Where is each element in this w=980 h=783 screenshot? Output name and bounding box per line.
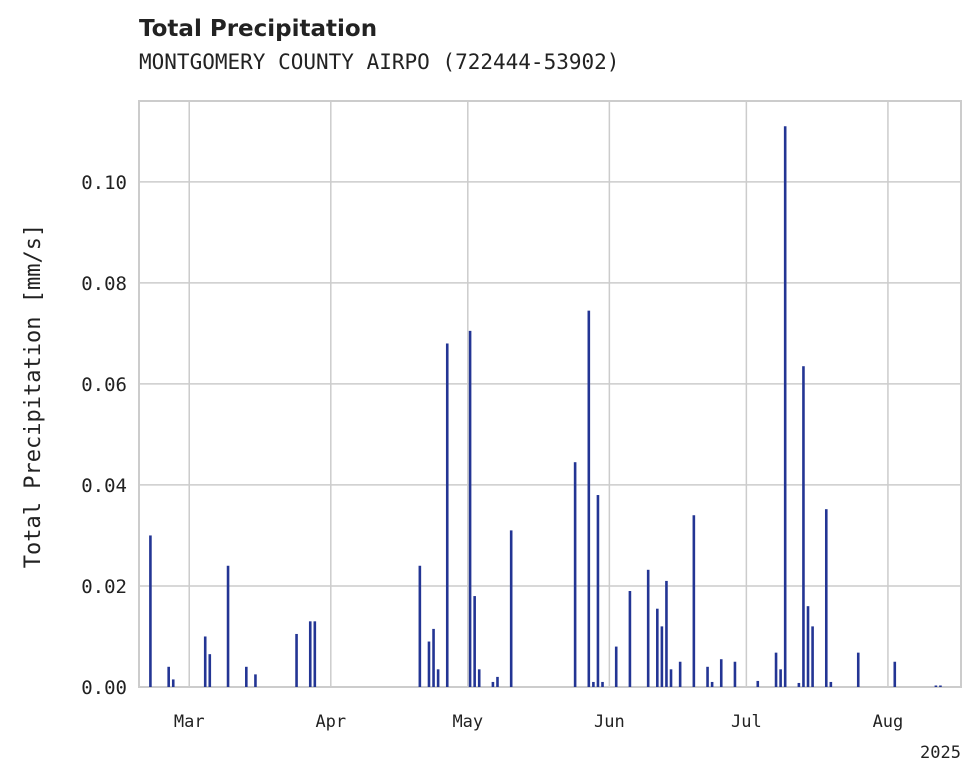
precipitation-bar: [719, 659, 723, 687]
precipitation-bar: [824, 509, 828, 687]
precipitation-bar: [509, 530, 513, 687]
y-tick-label: 0.02: [81, 576, 127, 598]
precipitation-bar: [295, 633, 298, 687]
precipitation-bar: [491, 681, 495, 687]
precipitation-bar: [167, 666, 170, 687]
chart-subtitle: MONTGOMERY COUNTY AIRPO (722444-53902): [139, 50, 620, 74]
precipitation-bar: [829, 681, 833, 687]
precipitation-bar: [939, 685, 942, 687]
precipitation-bar: [436, 669, 440, 687]
precipitation-bar: [756, 680, 760, 687]
precipitation-bar: [432, 628, 435, 687]
precipitation-bar: [656, 608, 659, 687]
precipitation-bar: [601, 681, 604, 687]
x-tick-label: Jul: [731, 712, 762, 732]
precipitation-bar: [592, 681, 595, 687]
precipitation-bar: [245, 666, 248, 687]
precipitation-bar: [468, 330, 472, 687]
x-tick-label: Jun: [594, 712, 625, 732]
precipitation-bar: [806, 606, 810, 687]
bar-series: [149, 126, 942, 688]
precipitation-bar: [614, 646, 618, 687]
precipitation-bar: [774, 652, 778, 687]
y-tick-label: 0.06: [81, 374, 127, 396]
precipitation-bar: [706, 666, 709, 687]
precipitation-bar: [934, 685, 938, 687]
x-tick-label: Mar: [174, 712, 205, 732]
y-tick-label: 0.04: [81, 475, 127, 497]
precipitation-bar: [802, 366, 805, 687]
precipitation-bar: [149, 535, 152, 687]
precipitation-bar: [208, 654, 212, 687]
precipitation-bar: [203, 636, 207, 687]
y-tick-label: 0.10: [81, 172, 127, 194]
precipitation-bar: [573, 462, 577, 687]
y-tick-label: 0.08: [81, 273, 127, 295]
precipitation-bar: [856, 652, 860, 687]
precipitation-bar: [779, 669, 782, 687]
y-axis-ticks: 0.00 0.02 0.04 0.06 0.08 0.10: [81, 172, 127, 699]
precipitation-bar: [587, 310, 591, 687]
precipitation-bar: [308, 621, 312, 687]
x-tick-label: Apr: [315, 712, 346, 732]
precipitation-bar: [628, 591, 632, 687]
plot-frame: [138, 100, 962, 688]
precipitation-bar: [418, 565, 422, 687]
precipitation-bar: [596, 495, 600, 687]
precipitation-bar: [783, 126, 787, 688]
precipitation-bar: [669, 669, 673, 687]
x-axis-ticks: Mar Apr May Jun Jul Aug: [174, 712, 903, 732]
chart-title: Total Precipitation: [139, 16, 378, 42]
precipitation-bar: [646, 569, 650, 687]
precipitation-bar: [733, 661, 737, 687]
precipitation-bar: [473, 596, 476, 687]
x-axis-offset-label: 2025: [920, 743, 961, 763]
precipitation-bar: [797, 682, 801, 687]
precipitation-bar: [254, 674, 257, 687]
y-axis-label: Total Precipitation [mm/s]: [21, 224, 46, 568]
precipitation-bar: [665, 580, 668, 687]
precipitation-bar: [226, 565, 230, 687]
precipitation-bar: [477, 669, 481, 687]
y-tick-label: 0.00: [81, 677, 127, 699]
precipitation-bar: [678, 661, 682, 687]
x-tick-label: May: [452, 712, 483, 732]
precipitation-bar: [692, 515, 696, 687]
precipitation-bar: [893, 661, 897, 687]
precipitation-bar: [171, 679, 175, 687]
precipitation-bar: [660, 626, 664, 687]
precipitation-bar: [313, 621, 317, 687]
precipitation-bar: [811, 626, 814, 687]
precipitation-bar: [445, 343, 449, 687]
precipitation-bar: [496, 676, 499, 687]
precipitation-bar: [427, 641, 431, 687]
precipitation-bar: [710, 681, 714, 687]
grid-lines: [139, 101, 961, 688]
x-tick-label: Aug: [873, 712, 904, 732]
